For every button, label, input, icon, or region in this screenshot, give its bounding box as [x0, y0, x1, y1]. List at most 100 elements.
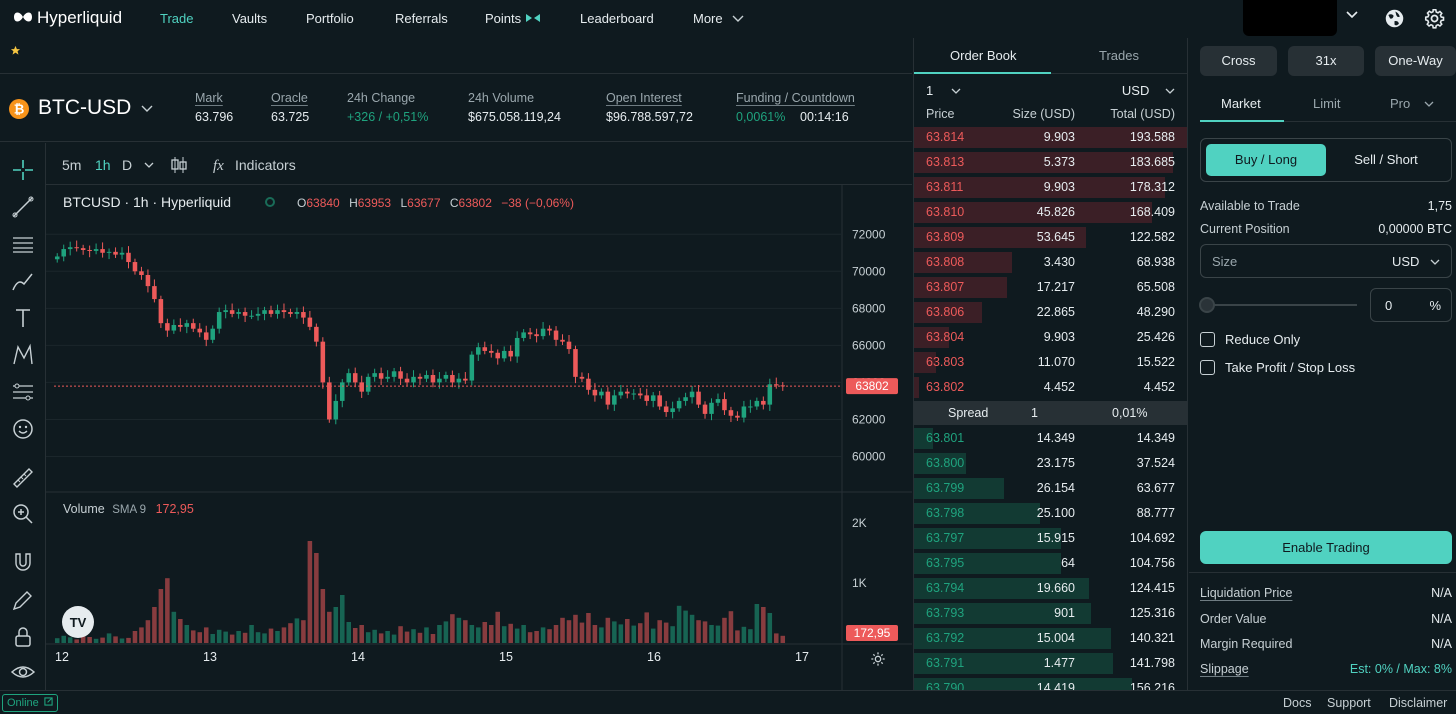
indicators-button[interactable]: Indicators: [235, 157, 296, 173]
bid-row[interactable]: 63.799 26.154 63.677: [914, 476, 1187, 501]
size-input[interactable]: Size USD: [1200, 244, 1452, 278]
candle-body: [249, 315, 254, 317]
tab-limit[interactable]: Limit: [1313, 96, 1341, 111]
lock-icon[interactable]: [10, 624, 36, 650]
size-slider-handle[interactable]: [1199, 297, 1215, 313]
bid-row[interactable]: 63.800 23.175 37.524: [914, 451, 1187, 476]
interval-5m[interactable]: 5m: [62, 157, 82, 173]
leverage-button[interactable]: 31x: [1288, 46, 1364, 76]
ask-row[interactable]: 63.813 5.373 183.685: [914, 150, 1187, 175]
enable-trading-button[interactable]: Enable Trading: [1200, 531, 1452, 564]
currency-select[interactable]: USD: [1122, 83, 1175, 98]
projection-icon[interactable]: [10, 379, 36, 405]
tab-trades[interactable]: Trades: [1099, 48, 1139, 63]
ask-row[interactable]: 63.811 9.903 178.312: [914, 175, 1187, 200]
globe-icon[interactable]: [1384, 8, 1405, 29]
gear-icon[interactable]: [1424, 8, 1445, 29]
ruler-icon[interactable]: [10, 465, 36, 491]
interval-d[interactable]: D: [122, 157, 133, 173]
bid-row[interactable]: 63.792 15.004 140.321: [914, 626, 1187, 651]
logo[interactable]: Hyperliquid: [12, 8, 122, 28]
position-mode-button[interactable]: One-Way: [1375, 46, 1456, 76]
trend-line-icon[interactable]: [10, 194, 36, 220]
percent-input[interactable]: 0 %: [1370, 288, 1452, 322]
bid-row[interactable]: 63.798 25.100 88.777: [914, 501, 1187, 526]
bid-row[interactable]: 63.794 19.660 124.415: [914, 576, 1187, 601]
nav-referrals[interactable]: Referrals: [395, 11, 448, 26]
reduce-only-checkbox[interactable]: [1200, 332, 1215, 347]
function-icon[interactable]: fx: [211, 156, 229, 174]
nav-vaults[interactable]: Vaults: [232, 11, 268, 26]
bid-row[interactable]: 63.797 15.915 104.692: [914, 526, 1187, 551]
ask-row[interactable]: 63.814 9.903 193.588: [914, 125, 1187, 150]
ask-row[interactable]: 63.803 11.070 15.522: [914, 350, 1187, 375]
chevron-down-icon[interactable]: [1346, 11, 1358, 19]
chart-settings-icon[interactable]: [871, 652, 885, 666]
tab-pro[interactable]: Pro: [1390, 96, 1434, 111]
brush-icon[interactable]: [10, 268, 36, 294]
nav-trade[interactable]: Trade: [160, 11, 194, 26]
bid-size: 19.660: [1036, 581, 1075, 595]
volume-bar: [378, 633, 384, 643]
chevron-down-icon: [951, 88, 961, 94]
nav-portfolio[interactable]: Portfolio: [306, 11, 354, 26]
connect-wallet-area[interactable]: [1243, 0, 1337, 36]
tradingview-logo-bg: [62, 606, 94, 638]
tab-order-book[interactable]: Order Book: [950, 48, 1017, 63]
smiley-icon[interactable]: [10, 416, 36, 442]
star-icon[interactable]: [10, 45, 21, 56]
footer-support[interactable]: Support: [1327, 696, 1371, 710]
liquidation-label[interactable]: Liquidation Price: [1200, 586, 1293, 600]
ask-row[interactable]: 63.807 17.217 65.508: [914, 275, 1187, 300]
bid-row[interactable]: 63.801 14.349 14.349: [914, 426, 1187, 451]
funding-label: Funding / Countdown: [736, 91, 855, 105]
grouping-select[interactable]: 1: [926, 83, 961, 98]
eye-icon[interactable]: [10, 659, 36, 685]
status-badge[interactable]: Online: [2, 694, 58, 712]
magnet-icon[interactable]: [10, 550, 36, 576]
pattern-icon[interactable]: [10, 342, 36, 368]
price-chart[interactable]: 72000700006800066000640006200060000 2K1K…: [46, 185, 912, 690]
pencil-lock-icon[interactable]: [10, 587, 36, 613]
ask-row[interactable]: 63.808 3.430 68.938: [914, 250, 1187, 275]
ask-row[interactable]: 63.809 53.645 122.582: [914, 225, 1187, 250]
buy-long-button[interactable]: Buy / Long: [1206, 144, 1326, 176]
slippage-label[interactable]: Slippage: [1200, 662, 1249, 676]
ask-row[interactable]: 63.802 4.452 4.452: [914, 375, 1187, 400]
tradingview-logo[interactable]: TV: [62, 606, 94, 638]
volume-bar: [488, 625, 494, 643]
footer-disclaimer[interactable]: Disclaimer: [1389, 696, 1448, 710]
nav-leaderboard[interactable]: Leaderboard: [580, 11, 654, 26]
volume-bar: [670, 626, 675, 643]
spread-label: Spread: [948, 406, 989, 420]
sell-short-button[interactable]: Sell / Short: [1354, 152, 1418, 167]
nav-points[interactable]: Points: [485, 11, 541, 26]
tab-market[interactable]: Market: [1221, 96, 1261, 111]
tp-sl-checkbox[interactable]: [1200, 360, 1215, 375]
ask-row[interactable]: 63.804 9.903 25.426: [914, 325, 1187, 350]
chevron-down-icon[interactable]: [144, 162, 154, 169]
text-icon[interactable]: [10, 305, 36, 331]
interval-1h[interactable]: 1h: [95, 157, 111, 173]
bid-row[interactable]: 63.791 1.477 141.798: [914, 651, 1187, 676]
crosshair-icon[interactable]: [10, 157, 36, 183]
ask-row[interactable]: 63.810 45.826 168.409: [914, 200, 1187, 225]
horizontal-lines-icon[interactable]: [10, 231, 36, 257]
bid-row[interactable]: 63.795 64 104.756: [914, 551, 1187, 576]
size-slider-track[interactable]: [1206, 304, 1357, 306]
margin-mode-button[interactable]: Cross: [1200, 46, 1277, 76]
bid-row[interactable]: 63.793 901 125.316: [914, 601, 1187, 626]
chevron-down-icon[interactable]: [1430, 259, 1440, 266]
market-symbol[interactable]: BTC-USD: [38, 96, 132, 119]
volume-bar: [424, 627, 429, 643]
volume-bar: [450, 614, 455, 643]
candles-icon[interactable]: [170, 155, 188, 175]
nav-more[interactable]: More: [693, 11, 744, 26]
volume-bar: [145, 620, 151, 643]
chevron-down-icon[interactable]: [141, 105, 153, 113]
zoom-in-icon[interactable]: [10, 501, 36, 527]
volume-bar: [495, 611, 501, 643]
footer-docs[interactable]: Docs: [1283, 696, 1312, 710]
ask-row[interactable]: 63.806 22.865 48.290: [914, 300, 1187, 325]
bid-price: 63.793: [926, 606, 965, 620]
